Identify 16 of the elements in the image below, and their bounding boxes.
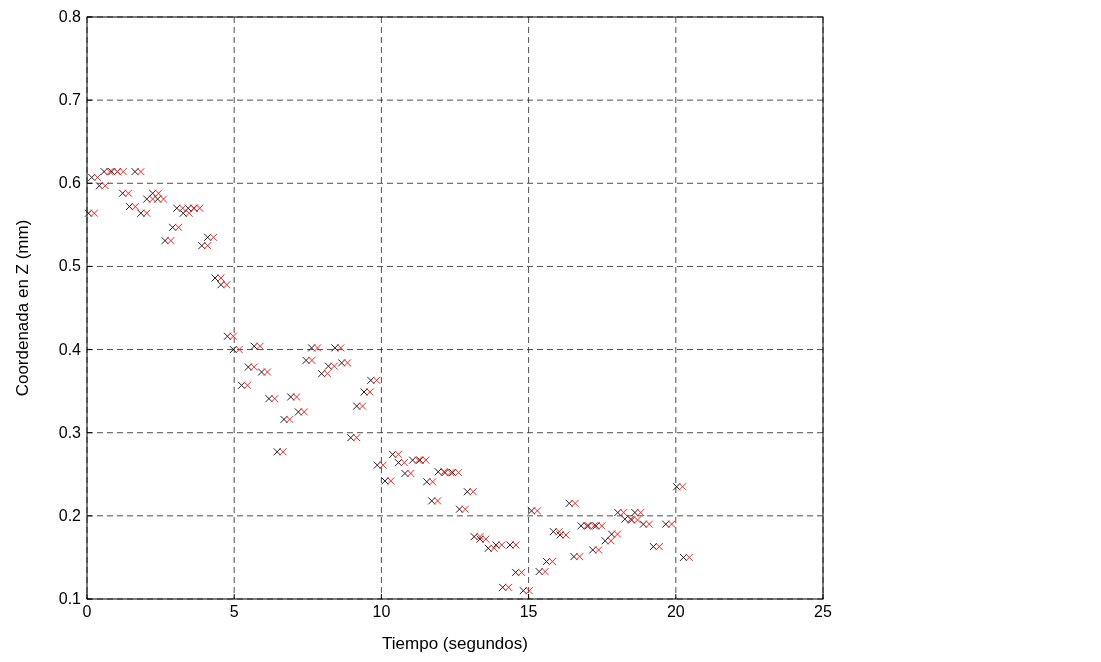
x-tick-label: 20 <box>666 603 685 620</box>
y-tick-label: 0.2 <box>58 506 82 524</box>
x-tick-label: 0 <box>82 603 92 620</box>
y-tick-label: 0.3 <box>58 423 82 441</box>
y-tick-label: 0.7 <box>58 91 82 109</box>
y-tick-label: 0.1 <box>58 590 82 607</box>
y-tick-label: 0.4 <box>58 340 82 358</box>
x-tick-label: 5 <box>229 603 239 620</box>
y-tick-label: 0.6 <box>58 174 82 192</box>
x-tick-label: 25 <box>814 603 832 620</box>
x-tick-label: 10 <box>372 603 391 620</box>
x-axis-title: Tiempo (segundos) <box>382 634 528 653</box>
x-tick-label: 15 <box>519 603 538 620</box>
y-tick-label: 0.5 <box>58 257 82 275</box>
y-axis-title: Coordenada en Z (mm) <box>13 219 32 397</box>
y-tick-label: 0.8 <box>58 8 82 25</box>
